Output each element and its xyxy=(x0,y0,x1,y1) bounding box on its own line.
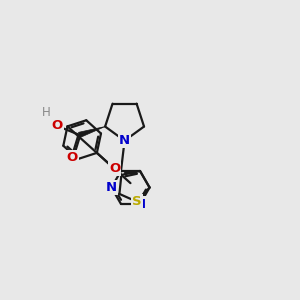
Text: O: O xyxy=(67,151,78,164)
Text: O: O xyxy=(109,162,120,175)
Text: N: N xyxy=(134,197,146,211)
Polygon shape xyxy=(79,127,105,137)
Text: N: N xyxy=(106,181,117,194)
Text: O: O xyxy=(52,119,63,133)
Text: N: N xyxy=(119,134,130,147)
Text: H: H xyxy=(42,106,51,119)
Text: S: S xyxy=(132,195,142,208)
